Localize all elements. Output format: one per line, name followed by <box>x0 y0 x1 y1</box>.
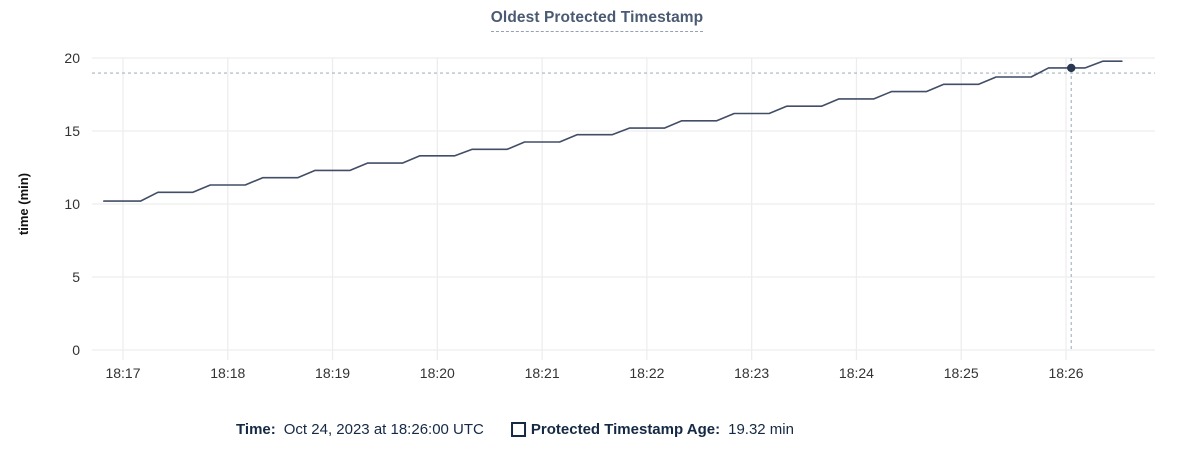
y-tick-label: 10 <box>64 196 80 212</box>
x-tick-label: 18:26 <box>1048 365 1083 381</box>
y-tick-label: 15 <box>64 123 80 139</box>
legend-time-value: Oct 24, 2023 at 18:26:00 UTC <box>283 421 484 438</box>
y-axis-title: time (min) <box>16 173 31 235</box>
x-tick-label: 18:23 <box>734 365 769 381</box>
legend-age-label: Protected Timestamp Age: <box>530 421 721 438</box>
series-layer <box>103 60 1123 202</box>
y-tick-label: 20 <box>64 50 80 66</box>
x-tick-label: 18:22 <box>629 365 664 381</box>
x-tick-label: 18:19 <box>315 365 350 381</box>
hover-point <box>1067 63 1076 73</box>
legend-time-label: Time: <box>236 421 276 438</box>
axis-labels: 0 5 10 15 20 18:17 18:18 18:19 18:20 18:21 18:22 18… <box>64 50 1083 381</box>
x-tick-label: 18:20 <box>420 365 455 381</box>
chart-header: Oldest Protected Timestamp <box>0 9 1194 32</box>
gridlines <box>92 57 1155 360</box>
y-tick-label: 0 <box>72 342 80 358</box>
series-swatch-icon <box>510 422 526 437</box>
series-line <box>103 60 1123 202</box>
x-tick-label: 18:25 <box>944 365 979 381</box>
x-tick-label: 18:18 <box>210 365 245 381</box>
x-tick-label: 18:21 <box>525 365 560 381</box>
hover-legend: Time: Oct 24, 2023 at 18:26:00 UTC Prote… <box>236 421 794 438</box>
legend-age-value: 19.32 min <box>728 421 794 438</box>
chart-title[interactable]: Oldest Protected Timestamp <box>490 9 704 32</box>
x-tick-label: 18:24 <box>839 365 874 381</box>
x-tick-label: 18:17 <box>105 365 140 381</box>
chart-canvas[interactable]: 0 5 10 15 20 18:17 18:18 18:19 18:20 18:21 18:22 18… <box>0 0 1194 410</box>
crosshair <box>92 58 1155 350</box>
y-tick-label: 5 <box>72 269 80 285</box>
